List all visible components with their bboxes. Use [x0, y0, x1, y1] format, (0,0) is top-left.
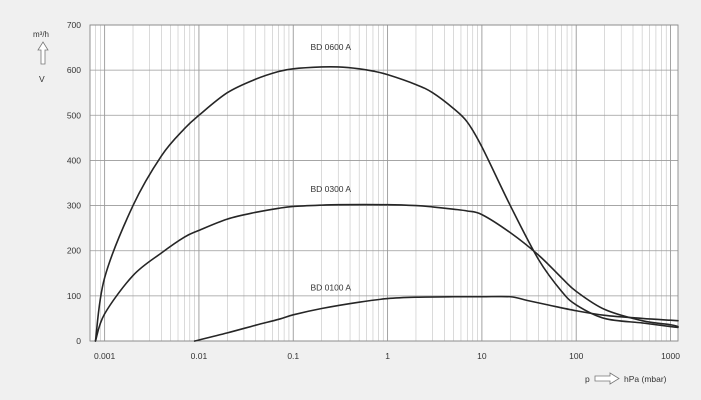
- y-unit-label: m³/h: [33, 30, 49, 39]
- x-tick-label: 100: [569, 351, 583, 361]
- series-labels: BD 0600 A BD 0300 A BD 0100 A: [310, 42, 351, 293]
- series-line-bd-0300-a: [94, 203, 679, 342]
- plot-frame: [89, 24, 679, 342]
- y-tick-label: 200: [67, 246, 81, 256]
- y-arrow-icon: [37, 41, 49, 65]
- series-layer: [94, 65, 679, 342]
- y-tick-label: 700: [67, 20, 81, 30]
- y-tick-label: 100: [67, 291, 81, 301]
- major-grid: [89, 24, 679, 342]
- series-label-bd-0300-a: BD 0300 A: [310, 184, 351, 194]
- plot-background: [90, 25, 678, 341]
- x-tick-labels: 0.001 0.01 0.1 1 10 100 1000: [94, 351, 680, 361]
- y-tick-label: 400: [67, 155, 81, 165]
- minor-grid: [89, 25, 667, 341]
- y-symbol: V: [39, 74, 45, 84]
- x-symbol: p: [585, 374, 590, 384]
- y-tick-labels: 0 100 200 300 400 500 600 700: [67, 20, 81, 346]
- series-label-bd-0600-a: BD 0600 A: [310, 42, 351, 52]
- series-label-bd-0100-a: BD 0100 A: [310, 282, 351, 292]
- y-tick-label: 0: [76, 336, 81, 346]
- y-tick-label: 600: [67, 65, 81, 75]
- series-line-bd-0600-a: [94, 65, 679, 342]
- y-tick-label: 300: [67, 201, 81, 211]
- series-line-bd-0100-a: [193, 295, 679, 342]
- x-tick-label: 1000: [661, 351, 680, 361]
- x-tick-label: 0.01: [191, 351, 208, 361]
- x-tick-label: 1: [385, 351, 390, 361]
- x-tick-label: 0.1: [287, 351, 299, 361]
- y-tick-label: 500: [67, 110, 81, 120]
- x-tick-label: 0.001: [94, 351, 116, 361]
- x-arrow-icon: [594, 372, 620, 385]
- x-unit-label: hPa (mbar): [624, 374, 667, 384]
- x-tick-label: 10: [477, 351, 487, 361]
